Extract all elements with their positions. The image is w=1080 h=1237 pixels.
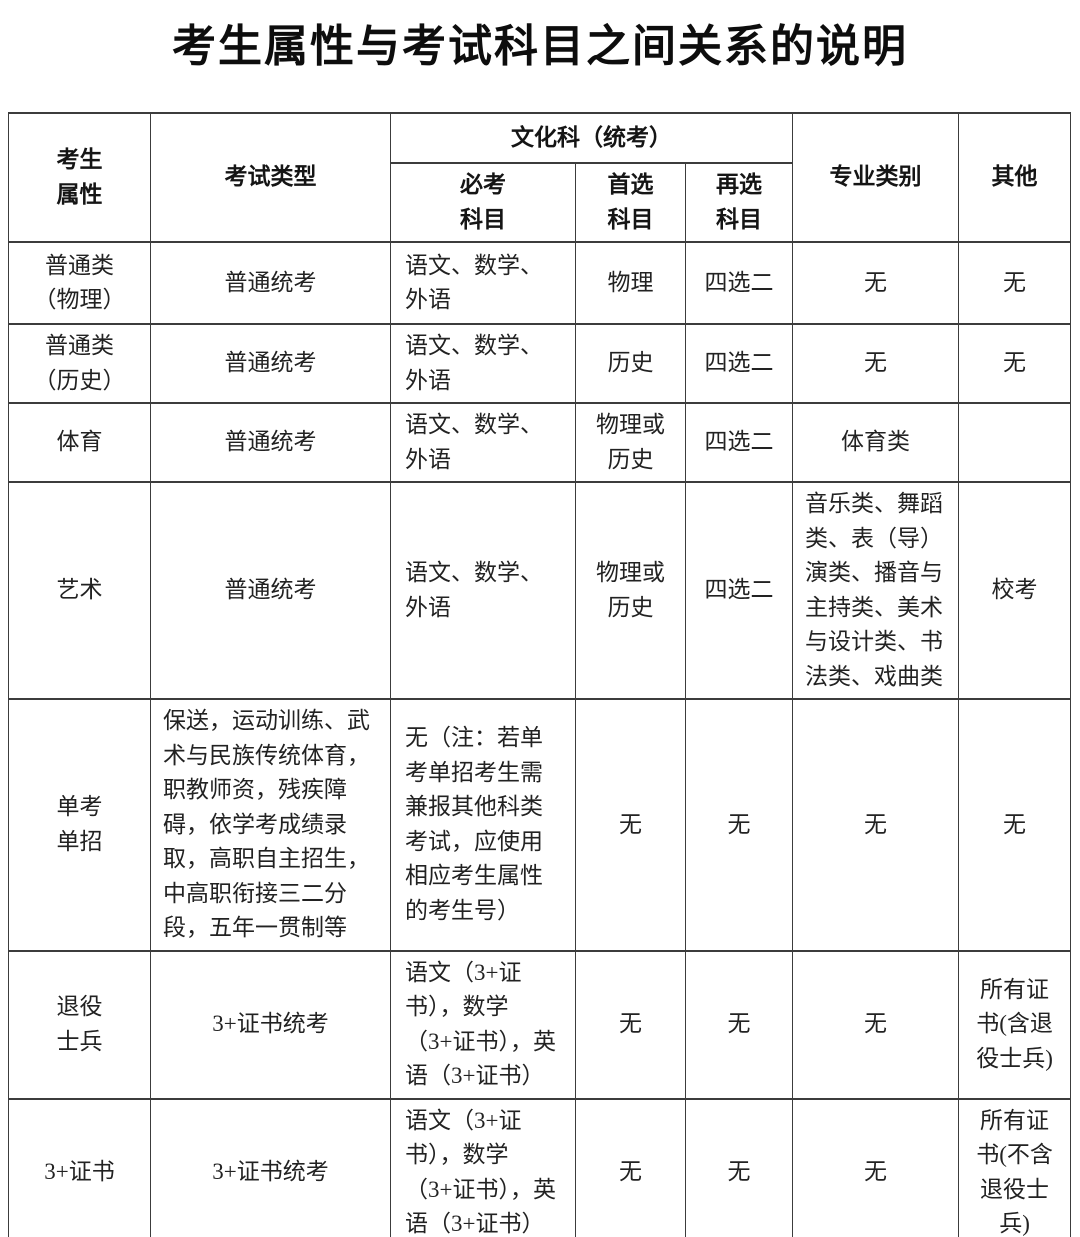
cell-first-choice: 无 — [575, 1097, 686, 1237]
cell-major: 无 — [792, 241, 960, 325]
cell-required: 语文、数学、 外语 — [390, 481, 576, 700]
cell-major: 无 — [792, 949, 960, 1100]
cell-major: 无 — [792, 323, 960, 404]
cell-first-choice: 历史 — [575, 323, 686, 404]
cell-other: 所有证书(不含退役士兵) — [958, 1097, 1072, 1237]
header-first-choice: 首选 科目 — [575, 162, 686, 243]
cell-other: 所有证书(含退役士兵) — [958, 949, 1072, 1100]
cell-exam-type: 普通统考 — [150, 241, 391, 325]
cell-attr: 体育 — [8, 402, 151, 483]
header-row-2: 必考 科目 首选 科目 再选 科目 — [9, 162, 1071, 243]
cell-other — [958, 402, 1072, 483]
cell-second-choice: 四选二 — [684, 402, 794, 483]
header-second-choice: 再选 科目 — [684, 162, 794, 243]
table-row-single-exam: 单考 单招 保送，运动训练、武术与民族传统体育，职教师资，残疾障碍，依学考成绩录… — [8, 698, 1072, 952]
cell-required: 语文、数学、 外语 — [390, 402, 576, 483]
cell-attr: 单考 单招 — [8, 698, 151, 952]
cell-attr: 艺术 — [8, 481, 151, 700]
table-row-arts: 艺术 普通统考 语文、数学、 外语 物理或 历史 四选二 音乐类、舞蹈类、表（导… — [8, 481, 1072, 700]
header-candidate-attr: 考生 属性 — [8, 112, 151, 243]
cell-second-choice: 四选二 — [684, 481, 794, 700]
candidate-exam-relation-table: 考生 属性 考试类型 文化科（统考） 专业类别 其他 必考 科目 首选 科目 再… — [8, 112, 1072, 1237]
cell-other: 无 — [958, 323, 1072, 404]
cell-first-choice: 物理或 历史 — [575, 402, 686, 483]
cell-required: 语文、数学、 外语 — [390, 323, 576, 404]
cell-attr: 3+证书 — [8, 1097, 151, 1237]
cell-second-choice: 无 — [684, 949, 794, 1100]
cell-first-choice: 物理 — [575, 241, 686, 325]
cell-required: 语文（3+证书），数学（3+证书），英语（3+证书） — [390, 1097, 576, 1237]
header-exam-type: 考试类型 — [150, 112, 391, 243]
cell-exam-type: 普通统考 — [150, 481, 391, 700]
cell-second-choice: 无 — [684, 1097, 794, 1237]
header-row-1: 考生 属性 考试类型 文化科（统考） 专业类别 其他 — [8, 112, 1072, 243]
table-row-general-history: 普通类 （历史） 普通统考 语文、数学、 外语 历史 四选二 无 无 — [8, 323, 1072, 404]
cell-second-choice: 无 — [684, 698, 794, 952]
cell-other: 无 — [958, 698, 1072, 952]
header-other: 其他 — [958, 112, 1072, 243]
cell-exam-type: 普通统考 — [150, 323, 391, 404]
cell-major: 音乐类、舞蹈类、表（导）演类、播音与主持类、美术与设计类、书法类、戏曲类 — [792, 481, 960, 700]
table-row-general-physics: 普通类 （物理） 普通统考 语文、数学、 外语 物理 四选二 无 无 — [8, 241, 1072, 325]
cell-other: 校考 — [958, 481, 1072, 700]
cell-required: 无（注：若单考单招考生需兼报其他科类考试，应使用相应考生属性的考生号） — [390, 698, 576, 952]
cell-attr: 普通类 （物理） — [8, 241, 151, 325]
page-title: 考生属性与考试科目之间关系的说明 — [172, 22, 908, 71]
cell-required: 语文（3+证书），数学（3+证书），英语（3+证书） — [390, 949, 576, 1100]
cell-second-choice: 四选二 — [684, 323, 794, 404]
table-row-sports: 体育 普通统考 语文、数学、 外语 物理或 历史 四选二 体育类 — [8, 402, 1072, 483]
cell-major: 无 — [792, 698, 960, 952]
cell-first-choice: 无 — [575, 698, 686, 952]
header-major-category: 专业类别 — [792, 112, 960, 243]
cell-other: 无 — [958, 241, 1072, 325]
cell-first-choice: 物理或 历史 — [575, 481, 686, 700]
cell-exam-type: 3+证书统考 — [150, 949, 391, 1100]
cell-exam-type: 保送，运动训练、武术与民族传统体育，职教师资，残疾障碍，依学考成绩录取，高职自主… — [150, 698, 391, 952]
cell-required: 语文、数学、 外语 — [390, 241, 576, 325]
cell-exam-type: 3+证书统考 — [150, 1097, 391, 1237]
table-row-veterans: 退役 士兵 3+证书统考 语文（3+证书），数学（3+证书），英语（3+证书） … — [8, 949, 1072, 1100]
cell-attr: 普通类 （历史） — [8, 323, 151, 404]
cell-major: 体育类 — [792, 402, 960, 483]
cell-major: 无 — [792, 1097, 960, 1237]
cell-attr: 退役 士兵 — [8, 949, 151, 1100]
header-culture-group: 文化科（统考） — [389, 112, 794, 164]
table-row-3plus-certificate: 3+证书 3+证书统考 语文（3+证书），数学（3+证书），英语（3+证书） 无… — [8, 1097, 1072, 1237]
cell-exam-type: 普通统考 — [150, 402, 391, 483]
cell-first-choice: 无 — [575, 949, 686, 1100]
header-required-subjects: 必考 科目 — [390, 162, 576, 243]
cell-second-choice: 四选二 — [684, 241, 794, 325]
